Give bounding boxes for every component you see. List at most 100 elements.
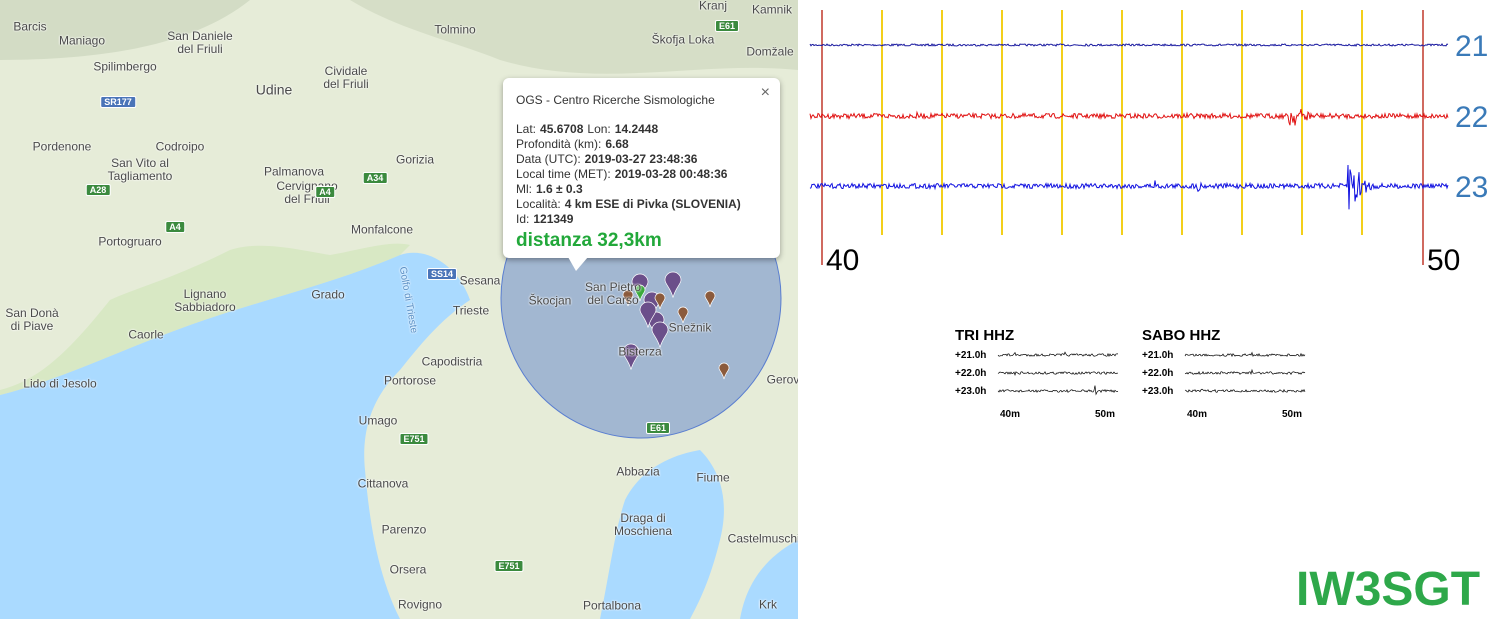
- field-label: Lon:: [587, 122, 611, 136]
- map-label: Tolmino: [434, 22, 476, 37]
- trace: [997, 371, 1119, 376]
- callsign: IW3SGT: [1296, 563, 1481, 616]
- field-value: 14.2448: [614, 122, 659, 136]
- event-marker: [622, 289, 634, 307]
- map-label: Udine: [255, 81, 293, 98]
- heli-tick: 40m: [1000, 409, 1020, 420]
- trace-label: 21: [1455, 30, 1488, 63]
- map-label: Gerov: [766, 372, 798, 387]
- heli-tick: 50m: [1282, 409, 1302, 420]
- map-label: Pordenone: [32, 139, 92, 154]
- map-label: Parenzo: [381, 522, 427, 537]
- road-shield: A4: [165, 221, 185, 233]
- map-label: Krk: [759, 597, 777, 612]
- time-label: 50: [1427, 244, 1460, 277]
- trace: [1184, 388, 1306, 393]
- field-label: Lat:: [516, 122, 537, 136]
- event-marker: [718, 362, 730, 380]
- map-label: San Donà di Piave: [5, 306, 59, 333]
- trace: [1184, 368, 1306, 376]
- map-label: Rovigno: [397, 597, 443, 612]
- field-value: 121349: [533, 212, 574, 226]
- map-label: Lignano Sabbiadoro: [174, 287, 236, 314]
- map-label: Grado: [311, 287, 345, 302]
- map-label: Kranj: [698, 0, 728, 13]
- field-value: 4 km ESE di Pivka (SLOVENIA): [564, 197, 741, 211]
- event-marker: [639, 301, 657, 328]
- trace-label: 22: [1455, 101, 1488, 134]
- popup-line: Data (UTC): 2019-03-27 23:48:36: [516, 152, 741, 167]
- map-label: San Pietro del Carso: [584, 280, 642, 307]
- map-label: Škocjan: [528, 293, 572, 308]
- field-label: Ml:: [516, 182, 532, 196]
- popup-close[interactable]: ×: [760, 84, 770, 101]
- road-shield: A34: [362, 172, 388, 184]
- road-shield: E751: [494, 560, 524, 572]
- trace: [809, 108, 1449, 126]
- field-value: 2019-03-28 00:48:36: [614, 167, 728, 181]
- road-shield: E61: [645, 422, 671, 434]
- road-shield: E751: [399, 433, 429, 445]
- map-label: Orsera: [389, 562, 427, 577]
- road-shield: A28: [85, 184, 111, 196]
- heli-tick: 40m: [1187, 409, 1207, 420]
- event-marker: [677, 306, 689, 324]
- map-label: Lido di Jesolo: [23, 376, 97, 391]
- trace-label: 23: [1455, 171, 1488, 204]
- map-label: Portalbona: [582, 598, 642, 613]
- popup-line: Id: 121349: [516, 212, 741, 227]
- map-label: Codroipo: [155, 139, 205, 154]
- time-label: 40: [826, 244, 859, 277]
- trace: [997, 385, 1119, 396]
- map-label: Capodistria: [421, 354, 483, 369]
- map-label: Castelmuschio: [727, 531, 798, 546]
- map[interactable]: Barcis Maniago San Daniele del Friuli Spili…: [0, 0, 798, 619]
- heli-row-label: +23.0h: [955, 386, 986, 397]
- heli-row-label: +21.0h: [955, 350, 986, 361]
- field-label: Local time (MET):: [516, 167, 611, 181]
- popup-source: OGS - Centro Ricerche Sismologiche: [516, 93, 715, 107]
- map-label: Draga di Moschiena: [613, 511, 673, 538]
- map-label: Cittanova: [357, 476, 409, 491]
- map-label: San Daniele del Friuli: [167, 29, 233, 56]
- map-label: Bisterza: [618, 344, 662, 359]
- road-shield: A4: [315, 186, 335, 198]
- map-label: Cividale del Friuli: [323, 64, 369, 91]
- map-label: Snežnik: [668, 320, 712, 335]
- event-marker: [664, 271, 682, 298]
- event-marker: [704, 290, 716, 308]
- heli-title: SABO HHZ: [1142, 327, 1220, 344]
- seismogram: 21 22 23 40 50 TRI HHZ +21.0h +22.0h +23.0h 40m 50…: [809, 10, 1488, 420]
- field-value: 6.68: [605, 137, 629, 151]
- map-label: Škofja Loka: [651, 32, 715, 47]
- popup-line: Lat: 45.6708 Lon: 14.2448: [516, 122, 741, 137]
- map-label: Portogruaro: [98, 234, 162, 249]
- map-label: Maniago: [58, 33, 106, 48]
- trace: [809, 164, 1449, 210]
- map-label: Fiume: [696, 470, 730, 485]
- heli-row-label: +22.0h: [955, 368, 986, 379]
- field-value: 2019-03-27 23:48:36: [584, 152, 698, 166]
- map-label: Trieste: [452, 303, 490, 318]
- popup-line: Local time (MET): 2019-03-28 00:48:36: [516, 167, 741, 182]
- map-label: Umago: [358, 413, 398, 428]
- heli-title: TRI HHZ: [955, 327, 1014, 344]
- map-label: Gorizia: [395, 152, 435, 167]
- map-label: Spilimbergo: [93, 59, 157, 74]
- map-label: Sesana: [459, 273, 501, 288]
- event-marker: [651, 321, 669, 348]
- heli-row-label: +21.0h: [1142, 350, 1173, 361]
- map-label: Barcis: [13, 19, 47, 34]
- map-label: Domžale: [746, 44, 794, 59]
- event-marker: [634, 284, 646, 302]
- field-label: Profondità (km):: [516, 137, 602, 151]
- popup-line: Località: 4 km ESE di Pivka (SLOVENIA): [516, 197, 741, 212]
- map-label: Monfalcone: [350, 222, 414, 237]
- popup-line: Ml: 1.6 ± 0.3: [516, 182, 741, 197]
- trace: [997, 351, 1119, 357]
- trace: [809, 42, 1449, 48]
- popup-line: Profondità (km): 6.68: [516, 137, 741, 152]
- event-marker: [622, 343, 640, 370]
- heli-row-label: +22.0h: [1142, 368, 1173, 379]
